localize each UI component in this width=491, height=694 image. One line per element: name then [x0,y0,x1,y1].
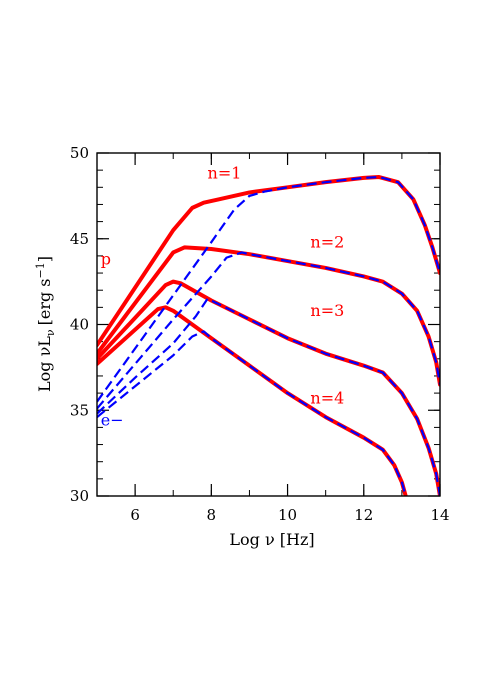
major-ticks [97,152,441,497]
x-tick-label: 14 [430,506,449,524]
x-tick-label: 8 [207,506,217,524]
annotations: n=1 n=2 n=3 n=4 p e− [101,164,345,430]
annotation-label: n=4 [310,388,344,407]
series-layer [97,175,440,496]
x-tick-label: 10 [278,506,297,524]
minor-ticks [96,152,441,497]
annotation-label: p [101,249,111,268]
x-tick-label: 6 [130,506,140,524]
y-tick-label: 50 [70,144,89,162]
electron-series-n=3 [97,297,440,496]
proton-series-n=3 [97,279,440,496]
y-tick-label: 30 [70,487,89,505]
plot-frame [96,152,441,497]
annotation-label: e− [101,411,124,430]
x-tick-label: 12 [354,506,373,524]
annotation-label: n=1 [208,164,242,183]
electron-series-n=4 [97,330,407,496]
y-axis-title: Log νLν[erg s−1] [34,256,57,392]
y-tick-label: 40 [70,316,89,334]
annotation-label: n=2 [310,232,344,251]
y-tick-label: 45 [70,230,89,248]
y-tick-labels: 30 35 40 45 50 [70,144,89,505]
x-tick-labels: 6 8 10 12 14 [130,506,449,524]
y-tick-label: 35 [70,401,89,419]
x-axis-title: Log ν [Hz] [229,530,314,549]
electron-series-n=1 [97,175,440,403]
annotation-label: n=3 [310,301,344,320]
